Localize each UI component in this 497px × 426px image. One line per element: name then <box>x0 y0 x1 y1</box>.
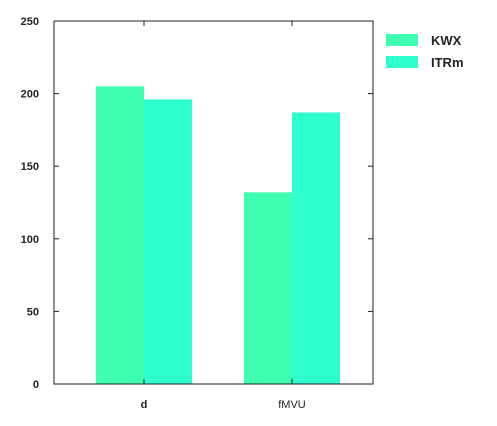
bars-group <box>96 86 340 385</box>
y-tick-label: 0 <box>33 379 39 391</box>
y-tick-label: 100 <box>21 234 39 246</box>
y-tick-label: 250 <box>21 16 39 28</box>
y-tick-label: 150 <box>21 161 39 173</box>
legend-label-itrm: ITRm <box>431 55 464 70</box>
bar-kwx-d <box>96 86 144 384</box>
x-category-label: fMVU <box>278 399 306 411</box>
bar-itrm-fmvu <box>292 112 340 384</box>
x-category-label: d <box>141 399 148 411</box>
y-tick-label: 200 <box>21 89 39 101</box>
plot-frame <box>53 20 374 385</box>
legend: KWX ITRm <box>386 33 464 70</box>
legend-label-kwx: KWX <box>431 33 462 48</box>
legend-swatch-kwx <box>386 34 418 46</box>
y-tick-label: 50 <box>27 306 39 318</box>
legend-swatch-itrm <box>386 56 418 68</box>
bar-kwx-fmvu <box>244 192 292 384</box>
bar-itrm-d <box>144 99 192 385</box>
x-axis: d fMVU <box>141 21 306 411</box>
y-axis: 0 50 100 150 200 250 <box>21 16 373 391</box>
